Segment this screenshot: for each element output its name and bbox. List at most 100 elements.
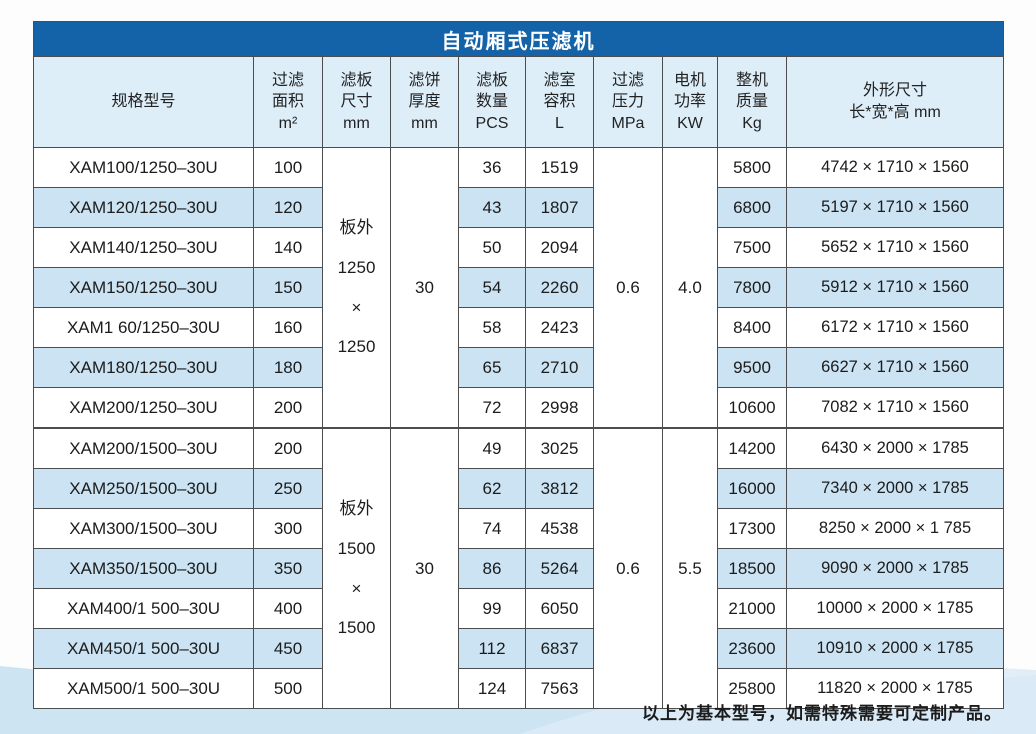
model-cell: XAM100/1250–30U — [33, 147, 254, 188]
filter-area-cell: 100 — [253, 147, 323, 188]
table-row: XAM300/1500–30U 300 74 4538 17300 8250 × 2000… — [33, 508, 1004, 549]
chamber-volume-cell: 3025 — [525, 427, 594, 469]
filter-press-spec-table: 自动厢式压滤机 规格型号 过滤 面积 m² 滤板 尺寸 mm 滤饼 厚度 mm 滤板 数… — [33, 21, 1004, 709]
filter-area-cell: 250 — [253, 468, 323, 509]
dimensions-cell: 6430 × 2000 × 1785 — [786, 427, 1004, 469]
column-header-model: 规格型号 — [33, 56, 254, 148]
dimensions-cell: 4742 × 1710 × 1560 — [786, 147, 1004, 188]
column-header-plate_count: 滤板 数量 PCS — [458, 56, 526, 148]
plate-count-cell: 112 — [458, 628, 526, 669]
filter-area-cell: 150 — [253, 267, 323, 308]
model-cell: XAM150/1250–30U — [33, 267, 254, 308]
filter-area-cell: 120 — [253, 187, 323, 228]
plate-count-cell: 43 — [458, 187, 526, 228]
table-row: XAM1 60/1250–30U 160 58 2423 8400 6172 × 1710… — [33, 307, 1004, 348]
dimensions-cell: 11820 × 2000 × 1785 — [786, 668, 1004, 709]
table-row: XAM400/1 500–30U 400 99 6050 21000 10000 × 20… — [33, 588, 1004, 629]
chamber-volume-cell: 1519 — [525, 147, 594, 188]
weight-cell: 18500 — [717, 548, 787, 589]
weight-cell: 9500 — [717, 347, 787, 388]
chamber-volume-cell: 2710 — [525, 347, 594, 388]
dimensions-cell: 6172 × 1710 × 1560 — [786, 307, 1004, 348]
model-cell: XAM180/1250–30U — [33, 347, 254, 388]
chamber-volume-cell: 2094 — [525, 227, 594, 268]
plate-count-cell: 65 — [458, 347, 526, 388]
motor-power-cell: 5.5 — [662, 427, 718, 709]
weight-cell: 7500 — [717, 227, 787, 268]
column-header-chamber_volume: 滤室 容积 L — [525, 56, 594, 148]
cake-thickness-cell: 30 — [390, 147, 459, 429]
chamber-volume-cell: 7563 — [525, 668, 594, 709]
model-cell: XAM300/1500–30U — [33, 508, 254, 549]
dimensions-cell: 5652 × 1710 × 1560 — [786, 227, 1004, 268]
table-title: 自动厢式压滤机 — [33, 21, 1004, 57]
chamber-volume-cell: 4538 — [525, 508, 594, 549]
column-header-cake_thickness: 滤饼 厚度 mm — [390, 56, 459, 148]
table-row: XAM450/1 500–30U 450 112 6837 23600 10910 × 2… — [33, 628, 1004, 669]
dimensions-cell: 5197 × 1710 × 1560 — [786, 187, 1004, 228]
table-row: XAM200/1250–30U 200 72 2998 10600 7082 × 1710… — [33, 387, 1004, 429]
cake-thickness-cell: 30 — [390, 427, 459, 709]
column-header-pressure: 过滤 压力 MPa — [593, 56, 663, 148]
model-cell: XAM1 60/1250–30U — [33, 307, 254, 348]
weight-cell: 21000 — [717, 588, 787, 629]
plate-count-cell: 99 — [458, 588, 526, 629]
table-head: 自动厢式压滤机 规格型号 过滤 面积 m² 滤板 尺寸 mm 滤饼 厚度 mm 滤板 数… — [33, 21, 1004, 148]
pressure-cell: 0.6 — [593, 427, 663, 709]
model-group-1: XAM100/1250–30U 100 板外 1250 × 1250 30 36 1519… — [33, 147, 1004, 429]
filter-area-cell: 140 — [253, 227, 323, 268]
dimensions-cell: 10000 × 2000 × 1785 — [786, 588, 1004, 629]
weight-cell: 23600 — [717, 628, 787, 669]
dimensions-cell: 6627 × 1710 × 1560 — [786, 347, 1004, 388]
model-group-2: XAM200/1500–30U 200 板外 1500 × 1500 30 49 3025… — [33, 427, 1004, 709]
model-cell: XAM400/1 500–30U — [33, 588, 254, 629]
plate-count-cell: 124 — [458, 668, 526, 709]
chamber-volume-cell: 6050 — [525, 588, 594, 629]
filter-area-cell: 300 — [253, 508, 323, 549]
column-header-dimensions: 外形尺寸 长*宽*高 mm — [786, 56, 1004, 148]
table-row: XAM100/1250–30U 100 板外 1250 × 1250 30 36 1519… — [33, 147, 1004, 429]
model-cell: XAM200/1500–30U — [33, 427, 254, 469]
plate-count-cell: 50 — [458, 227, 526, 268]
dimensions-cell: 7340 × 2000 × 1785 — [786, 468, 1004, 509]
filter-area-cell: 180 — [253, 347, 323, 388]
dimensions-cell: 10910 × 2000 × 1785 — [786, 628, 1004, 669]
column-header-motor_power: 电机 功率 KW — [662, 56, 718, 148]
filter-area-cell: 160 — [253, 307, 323, 348]
plate-size-cell: 板外 1250 × 1250 — [322, 147, 391, 429]
weight-cell: 5800 — [717, 147, 787, 188]
table-row: XAM200/1500–30U 200 板外 1500 × 1500 30 49 3025… — [33, 427, 1004, 709]
column-header-area: 过滤 面积 m² — [253, 56, 323, 148]
plate-count-cell: 36 — [458, 147, 526, 188]
model-cell: XAM140/1250–30U — [33, 227, 254, 268]
plate-count-cell: 86 — [458, 548, 526, 589]
plate-count-cell: 49 — [458, 427, 526, 469]
column-header-row: 规格型号 过滤 面积 m² 滤板 尺寸 mm 滤饼 厚度 mm 滤板 数量 PCS 滤室 … — [33, 56, 1004, 148]
filter-area-cell: 500 — [253, 668, 323, 709]
plate-size-cell: 板外 1500 × 1500 — [322, 427, 391, 709]
plate-count-cell: 54 — [458, 267, 526, 308]
weight-cell: 14200 — [717, 427, 787, 469]
table-row: XAM120/1250–30U 120 43 1807 6800 5197 × 1710 … — [33, 187, 1004, 228]
chamber-volume-cell: 5264 — [525, 548, 594, 589]
dimensions-cell: 8250 × 2000 × 1 785 — [786, 508, 1004, 549]
filter-area-cell: 200 — [253, 387, 323, 429]
model-cell: XAM350/1500–30U — [33, 548, 254, 589]
chamber-volume-cell: 3812 — [525, 468, 594, 509]
weight-cell: 7800 — [717, 267, 787, 308]
weight-cell: 6800 — [717, 187, 787, 228]
filter-area-cell: 200 — [253, 427, 323, 469]
dimensions-cell: 9090 × 2000 × 1785 — [786, 548, 1004, 589]
weight-cell: 10600 — [717, 387, 787, 429]
model-cell: XAM500/1 500–30U — [33, 668, 254, 709]
model-cell: XAM200/1250–30U — [33, 387, 254, 429]
weight-cell: 16000 — [717, 468, 787, 509]
table-row: XAM250/1500–30U 250 62 3812 16000 7340 × 2000… — [33, 468, 1004, 509]
model-cell: XAM250/1500–30U — [33, 468, 254, 509]
title-row: 自动厢式压滤机 — [33, 21, 1004, 57]
weight-cell: 17300 — [717, 508, 787, 549]
plate-count-cell: 58 — [458, 307, 526, 348]
chamber-volume-cell: 2423 — [525, 307, 594, 348]
filter-area-cell: 450 — [253, 628, 323, 669]
